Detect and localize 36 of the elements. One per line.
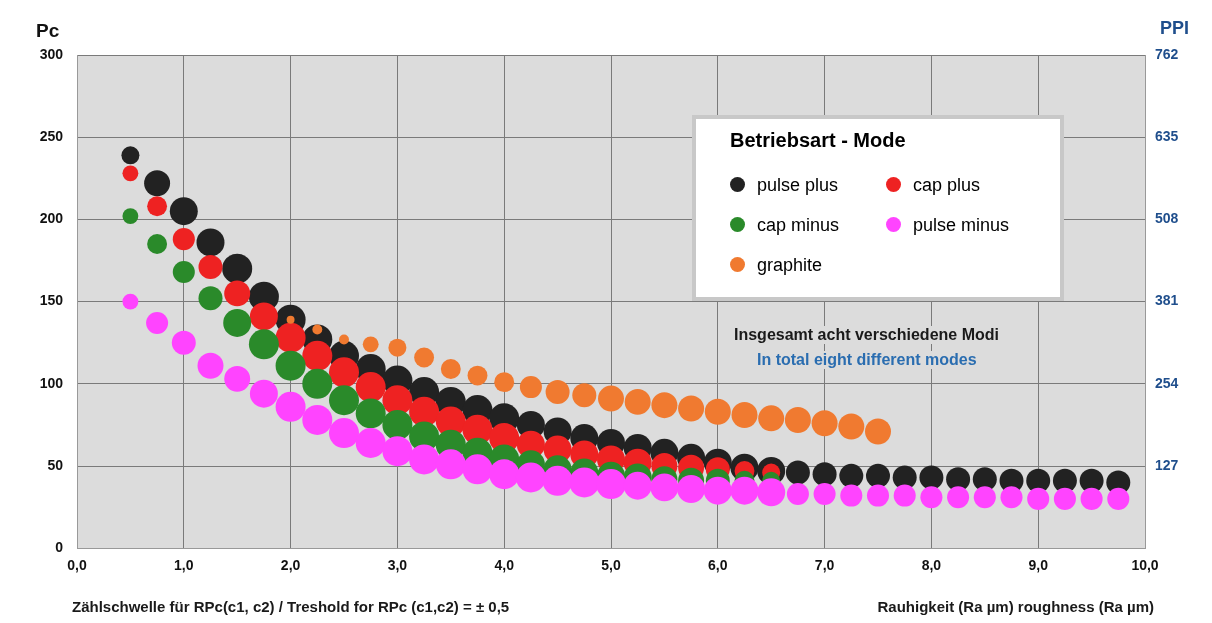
y2-tick-label: 508 bbox=[1155, 210, 1179, 227]
y-tick-label: 250 bbox=[39, 128, 64, 145]
x-tick-label: 10,0 bbox=[1131, 557, 1159, 574]
x-tick-label: 7,0 bbox=[814, 557, 835, 574]
y2-tick-label: 127 bbox=[1155, 456, 1179, 473]
y-axis-title: Pc bbox=[36, 20, 60, 42]
legend-label: graphite bbox=[756, 255, 823, 276]
y2-tick-label: 762 bbox=[1155, 45, 1179, 62]
y-tick-label: 150 bbox=[39, 292, 64, 309]
x-axis-title: Rauhigkeit (Ra µm) roughness (Ra µm) bbox=[877, 598, 1154, 615]
annotation: Insgesamt acht verschiedene Modi bbox=[731, 326, 1002, 344]
legend-title: Betriebsart - Mode bbox=[729, 128, 907, 153]
y2-axis-title: PPI bbox=[1160, 18, 1190, 39]
x-tick-label: 3,0 bbox=[387, 557, 408, 574]
text: Zählschwelle für RPc(c1, c2) / Treshold for RPc (c1,c2) = ± 0,5 bbox=[72, 598, 510, 615]
legend-label: pulse plus bbox=[756, 175, 839, 196]
x-tick-label: 0,0 bbox=[67, 557, 87, 574]
y2-tick-label: 254 bbox=[1155, 374, 1179, 391]
x-tick-label: 6,0 bbox=[708, 557, 728, 574]
legend-label: pulse minus bbox=[912, 215, 1010, 236]
y-tick-label: 200 bbox=[39, 210, 64, 227]
legend-label: cap plus bbox=[912, 175, 981, 196]
x-tick-label: 1,0 bbox=[174, 557, 194, 574]
legend-label: cap minus bbox=[756, 215, 840, 236]
y-tick-label: 300 bbox=[39, 45, 64, 62]
x-tick-label: 8,0 bbox=[921, 557, 942, 574]
y-tick-label: 50 bbox=[47, 456, 64, 473]
x-tick-label: 9,0 bbox=[1028, 557, 1049, 574]
y2-tick-label: 381 bbox=[1155, 292, 1179, 309]
x-tick-label: 4,0 bbox=[494, 557, 515, 574]
annotation: In total eight different modes bbox=[754, 351, 980, 369]
x-tick-label: 2,0 bbox=[280, 557, 301, 574]
y-tick-label: 100 bbox=[39, 374, 64, 391]
y2-tick-label: 635 bbox=[1155, 128, 1179, 145]
y-tick-label: 0 bbox=[55, 539, 64, 556]
x-tick-label: 5,0 bbox=[601, 557, 621, 574]
